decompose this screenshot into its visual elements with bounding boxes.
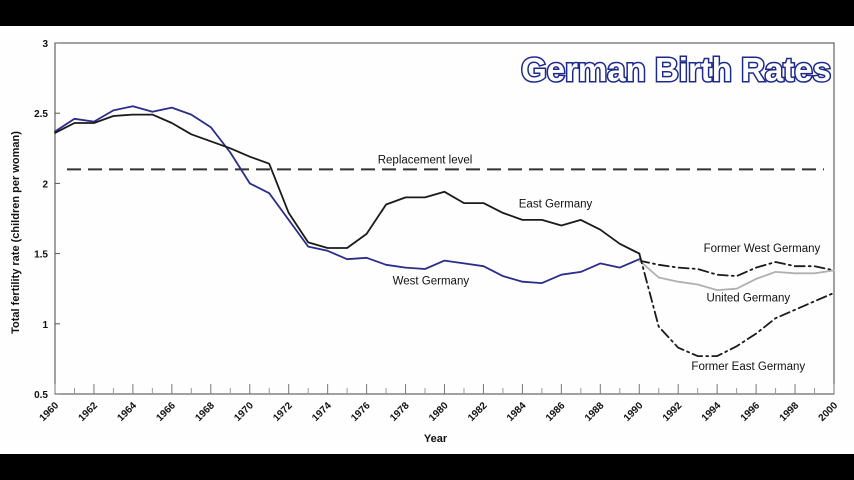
- annotation-label: Replacement level: [378, 155, 473, 167]
- annotation-label: Former West Germany: [704, 243, 821, 255]
- chart-axes: [54, 42, 835, 395]
- annotation-label: West Germany: [393, 275, 470, 287]
- x-tick-label: 1984: [505, 400, 529, 424]
- x-tick-label: 1966: [154, 400, 178, 424]
- annotation-label: Former East Germany: [691, 361, 805, 373]
- plot-frame: [54, 42, 835, 395]
- x-tick-label: 1976: [349, 400, 373, 424]
- united-germany-line: [638, 259, 835, 292]
- annotation-label: East Germany: [519, 198, 593, 210]
- annotation-label: United Germany: [706, 292, 790, 304]
- x-tick-label: 1986: [544, 400, 568, 424]
- west-germany-line: [54, 105, 641, 285]
- x-tick-label: 1992: [661, 400, 685, 424]
- x-axis-ticks: 1960 1962 1964 1966 1968 1970 1972 1974 1976 1978…: [38, 384, 841, 424]
- y-tick-label: 1: [42, 320, 48, 331]
- x-tick-label: 2000: [817, 400, 841, 424]
- chart-title: German Birth Rates: [521, 51, 831, 88]
- y-tick-label: 2.5: [34, 109, 48, 120]
- x-tick-label: 1982: [466, 400, 490, 424]
- x-tick-label: 1996: [739, 400, 763, 424]
- x-tick-label: 1990: [622, 400, 646, 424]
- x-tick-label: 1978: [388, 400, 412, 424]
- y-tick-label: 0.5: [34, 390, 48, 401]
- x-tick-label: 1970: [232, 400, 256, 424]
- x-tick-label: 1964: [116, 400, 140, 424]
- former-west-germany-line: [638, 259, 835, 278]
- y-axis-label: Total fertility rate (children per woman…: [10, 131, 22, 334]
- x-tick-label: 1968: [193, 400, 217, 424]
- former-east-germany-line: [638, 252, 835, 358]
- x-tick-label: 1980: [427, 400, 451, 424]
- y-tick-label: 1.5: [34, 250, 48, 261]
- x-tick-label: 1972: [271, 400, 295, 424]
- annotations: Replacement level East Germany West German…: [378, 155, 821, 373]
- x-tick-label: 1960: [38, 400, 62, 424]
- x-tick-label: 1974: [310, 400, 334, 424]
- y-tick-label: 3: [42, 39, 48, 50]
- y-axis-ticks: 0.5 1 1.5 2 2.5 3: [34, 39, 60, 401]
- series-lines: [54, 105, 835, 358]
- x-tick-label: 1988: [583, 400, 607, 424]
- x-tick-label: 1962: [77, 400, 101, 424]
- chart-slide: [0, 26, 854, 454]
- x-axis-label: Year: [424, 433, 448, 445]
- x-tick-label: 1998: [778, 400, 802, 424]
- x-tick-label: 1994: [700, 400, 724, 424]
- y-tick-label: 2: [42, 179, 48, 190]
- letterbox-bottom: [0, 454, 854, 480]
- east-germany-line: [54, 113, 641, 255]
- letterbox-top: [0, 0, 854, 26]
